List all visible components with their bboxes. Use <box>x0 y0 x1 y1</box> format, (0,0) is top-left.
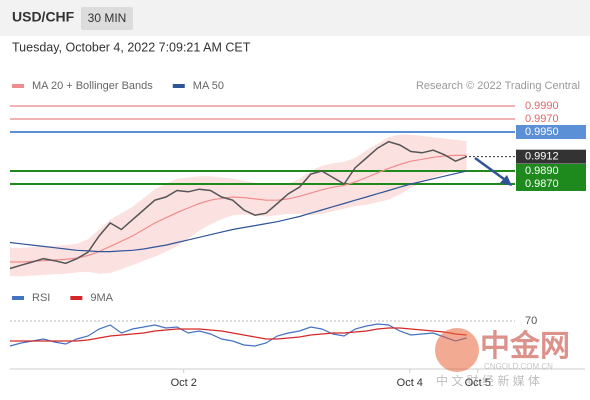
y-tick-label: 0.9890 <box>525 165 559 177</box>
x-tick-label: Oct 4 <box>397 377 423 389</box>
y-tick-label: 0.9990 <box>525 100 559 112</box>
legend-swatch <box>12 84 24 88</box>
watermark-site: CNGOLD.COM.CN <box>484 362 553 371</box>
timestamp: Tuesday, October 4, 2022 7:09:21 AM CET <box>12 40 251 54</box>
legend-label: RSI <box>32 292 50 304</box>
price-line <box>9 140 467 270</box>
legend-swatch <box>172 84 185 88</box>
interval-button[interactable] <box>81 7 133 30</box>
forecast-arrow <box>474 156 509 184</box>
level-box <box>516 163 586 178</box>
interval[interactable]: 30 MIN <box>88 11 127 25</box>
series-line <box>10 154 467 263</box>
series-line <box>9 323 467 347</box>
watermark-logo: 中金网 <box>480 329 570 363</box>
watermark: 中金网 CNGOLD.COM.CN 中 文 财 经 新 媒 体 <box>435 328 570 388</box>
x-tick-label: Oct 2 <box>171 377 197 389</box>
legend-label: 9MA <box>90 292 113 304</box>
credit: Research © 2022 Trading Central <box>416 80 580 92</box>
y-tick-label: 0.9870 <box>525 178 559 190</box>
level-box <box>516 124 586 139</box>
series-line <box>10 327 467 342</box>
watermark-slogan: 中 文 财 经 新 媒 体 <box>436 373 540 388</box>
x-tick-label: Oct 5 <box>465 377 491 389</box>
level-box <box>516 176 586 191</box>
y-tick-label: 0.9970 <box>525 113 559 125</box>
symbol: USD/CHF <box>12 9 75 25</box>
y-tick-label: 0.9950 <box>525 126 559 138</box>
y-tick-label: 70 <box>525 315 537 327</box>
watermark-icon <box>435 328 479 372</box>
legend-swatch <box>12 296 24 300</box>
forecast-arrowhead <box>500 175 512 186</box>
level-box <box>516 149 586 164</box>
y-tick-label: 0.9912 <box>525 151 559 163</box>
legend-label: MA 20 + Bollinger Bands <box>32 80 153 92</box>
series-line <box>9 170 467 253</box>
legend-swatch <box>70 296 83 300</box>
legend-label: MA 50 <box>193 80 224 92</box>
